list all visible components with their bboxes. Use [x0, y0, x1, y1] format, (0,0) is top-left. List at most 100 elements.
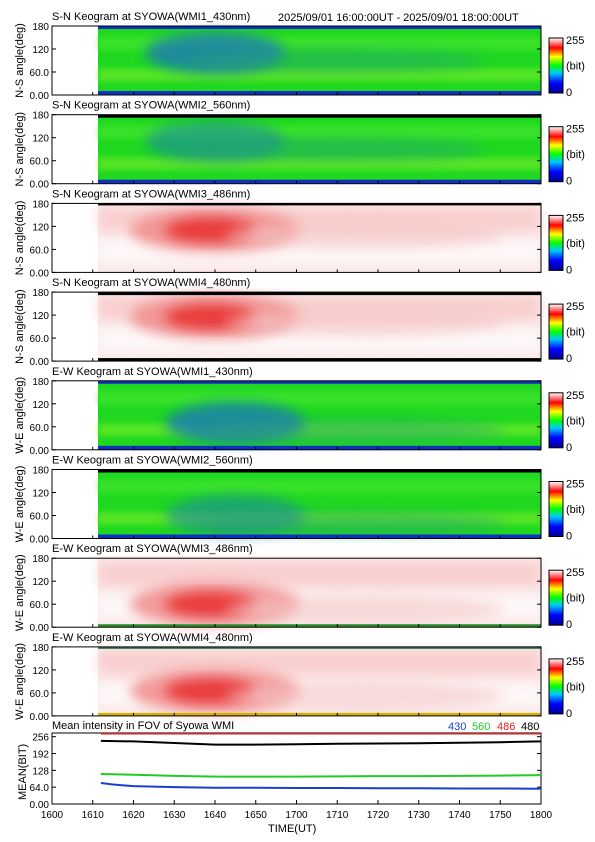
keogram-ytick-label: 0.00: [30, 180, 50, 191]
keogram-ytick-label: 120: [32, 134, 49, 145]
mean-plot-title: Mean intensity in FOV of Syowa WMI: [52, 720, 234, 732]
keogram-ylabel: N-S angle(deg): [14, 112, 26, 187]
colorbar: [548, 303, 564, 360]
legend-430: 430: [448, 721, 466, 733]
colorbar-min-label: 0: [566, 442, 572, 454]
keogram-image: [98, 469, 541, 539]
colorbar-min-label: 0: [566, 176, 572, 188]
mean-xtick-label: 1700: [285, 810, 308, 821]
keogram-ylabel: N-S angle(deg): [14, 201, 26, 276]
colorbar-min-label: 0: [566, 619, 572, 631]
keogram-ylabel: W-E angle(deg): [14, 643, 26, 720]
keogram-title: E-W Keogram at SYOWA(WMI2_560nm): [52, 455, 253, 467]
mean-ytick-label: 256: [32, 733, 49, 744]
colorbar-unit-label: (bit): [566, 61, 585, 73]
keogram-panel-5: E-W Keogram at SYOWA(WMI1_430nm) 0.00 60.0…: [14, 366, 585, 457]
mean-xtick-label: 1730: [408, 810, 431, 821]
keogram-ytick-label: 180: [32, 466, 49, 477]
series-line-480: [100, 739, 541, 746]
keogram-ytick-label: 180: [32, 199, 49, 210]
keogram-ytick-label: 60.0: [30, 157, 50, 168]
mean-xtick-label: 1740: [448, 810, 471, 821]
colorbar-unit-label: (bit): [566, 504, 585, 516]
keogram-panel-7: E-W Keogram at SYOWA(WMI3_486nm) 0.00 60.0…: [14, 543, 585, 634]
time-range-header: 2025/09/01 16:00:00UT - 2025/09/01 18:00…: [278, 12, 519, 24]
keogram-ylabel: W-E angle(deg): [14, 377, 26, 454]
keogram-ytick-label: 180: [32, 377, 49, 388]
colorbar-min-label: 0: [566, 87, 572, 99]
mean-plot-ylabel: MEAN(BIT): [17, 744, 29, 800]
keogram-ytick-label: 0.00: [30, 268, 50, 279]
keogram-image: [98, 203, 541, 273]
keogram-panel-8: E-W Keogram at SYOWA(WMI4_480nm) 0.00 60.0…: [14, 632, 585, 723]
colorbar: [548, 126, 564, 183]
colorbar-max-label: 255: [566, 656, 584, 668]
keogram-panel-1: S-N Keogram at SYOWA(WMI1_430nm) 0.00 60.0…: [14, 11, 585, 102]
colorbar: [548, 214, 564, 271]
keogram-title: S-N Keogram at SYOWA(WMI4_480nm): [52, 277, 250, 289]
keogram-title: E-W Keogram at SYOWA(WMI3_486nm): [52, 543, 253, 555]
colorbar-min-label: 0: [566, 708, 572, 720]
keogram-ytick-label: 0.00: [30, 357, 50, 368]
keogram-ytick-label: 120: [32, 311, 49, 322]
colorbar-max-label: 255: [566, 390, 584, 402]
keogram-ytick-label: 0.00: [30, 91, 50, 102]
legend: 430 560 486 480: [448, 721, 539, 733]
keogram-panels: S-N Keogram at SYOWA(WMI1_430nm) 0.00 60.0…: [14, 11, 585, 723]
colorbar-unit-label: (bit): [566, 681, 585, 693]
mean-xtick-label: 1640: [204, 810, 227, 821]
keogram-ytick-label: 120: [32, 577, 49, 588]
keogram-ytick-label: 120: [32, 666, 49, 677]
legend-480: 480: [521, 721, 539, 733]
colorbar-min-label: 0: [566, 264, 572, 276]
keogram-image: [98, 114, 541, 184]
mean-ytick-label: 192: [32, 750, 49, 761]
keogram-ylabel: N-S angle(deg): [14, 289, 26, 364]
keogram-ytick-label: 60.0: [30, 245, 50, 256]
mean-xtick-label: 1620: [122, 810, 145, 821]
mean-ytick-label: 0.00: [30, 800, 50, 811]
colorbar-max-label: 255: [566, 567, 584, 579]
colorbar-max-label: 255: [566, 212, 584, 224]
series-line-560: [100, 773, 541, 778]
colorbar-max-label: 255: [566, 124, 584, 136]
mean-xtick-label: 1600: [41, 810, 64, 821]
keogram-image: [98, 646, 541, 716]
keogram-ytick-label: 120: [32, 45, 49, 56]
colorbar-unit-label: (bit): [566, 415, 585, 427]
keogram-title: S-N Keogram at SYOWA(WMI1_430nm): [52, 11, 250, 23]
keogram-ytick-label: 0.00: [30, 712, 50, 723]
keogram-ytick-label: 180: [32, 22, 49, 33]
series-line-430: [100, 781, 541, 790]
legend-486: 486: [497, 721, 515, 733]
mean-ytick-label: 64.0: [30, 783, 50, 794]
mean-xtick-label: 1710: [326, 810, 349, 821]
colorbar: [548, 392, 564, 449]
keogram-ytick-label: 120: [32, 400, 49, 411]
keogram-ytick-label: 0.00: [30, 446, 50, 457]
colorbar-unit-label: (bit): [566, 238, 585, 250]
keogram-image: [98, 558, 541, 628]
mean-xtick-label: 1800: [530, 810, 553, 821]
keogram-ytick-label: 180: [32, 288, 49, 299]
mean-xtick-label: 1720: [367, 810, 390, 821]
keogram-panel-4: S-N Keogram at SYOWA(WMI4_480nm) 0.00 60.0…: [14, 277, 585, 368]
colorbar-min-label: 0: [566, 531, 572, 543]
keogram-ytick-label: 60.0: [30, 689, 50, 700]
mean-xtick-label: 1610: [82, 810, 105, 821]
colorbar: [548, 37, 564, 94]
keogram-ytick-label: 180: [32, 111, 49, 122]
colorbar-min-label: 0: [566, 353, 572, 365]
keogram-ytick-label: 120: [32, 222, 49, 233]
keogram-ytick-label: 60.0: [30, 334, 50, 345]
keogram-title: S-N Keogram at SYOWA(WMI2_560nm): [52, 100, 250, 112]
colorbar-unit-label: (bit): [566, 149, 585, 161]
keogram-panel-6: E-W Keogram at SYOWA(WMI2_560nm) 0.00 60.0…: [14, 455, 585, 546]
keogram-ytick-label: 60.0: [30, 512, 50, 523]
colorbar: [548, 658, 564, 715]
keogram-panel-2: S-N Keogram at SYOWA(WMI2_560nm) 0.00 60.0…: [14, 100, 585, 191]
keogram-image: [98, 292, 541, 362]
colorbar-unit-label: (bit): [566, 593, 585, 605]
keogram-ytick-label: 60.0: [30, 423, 50, 434]
